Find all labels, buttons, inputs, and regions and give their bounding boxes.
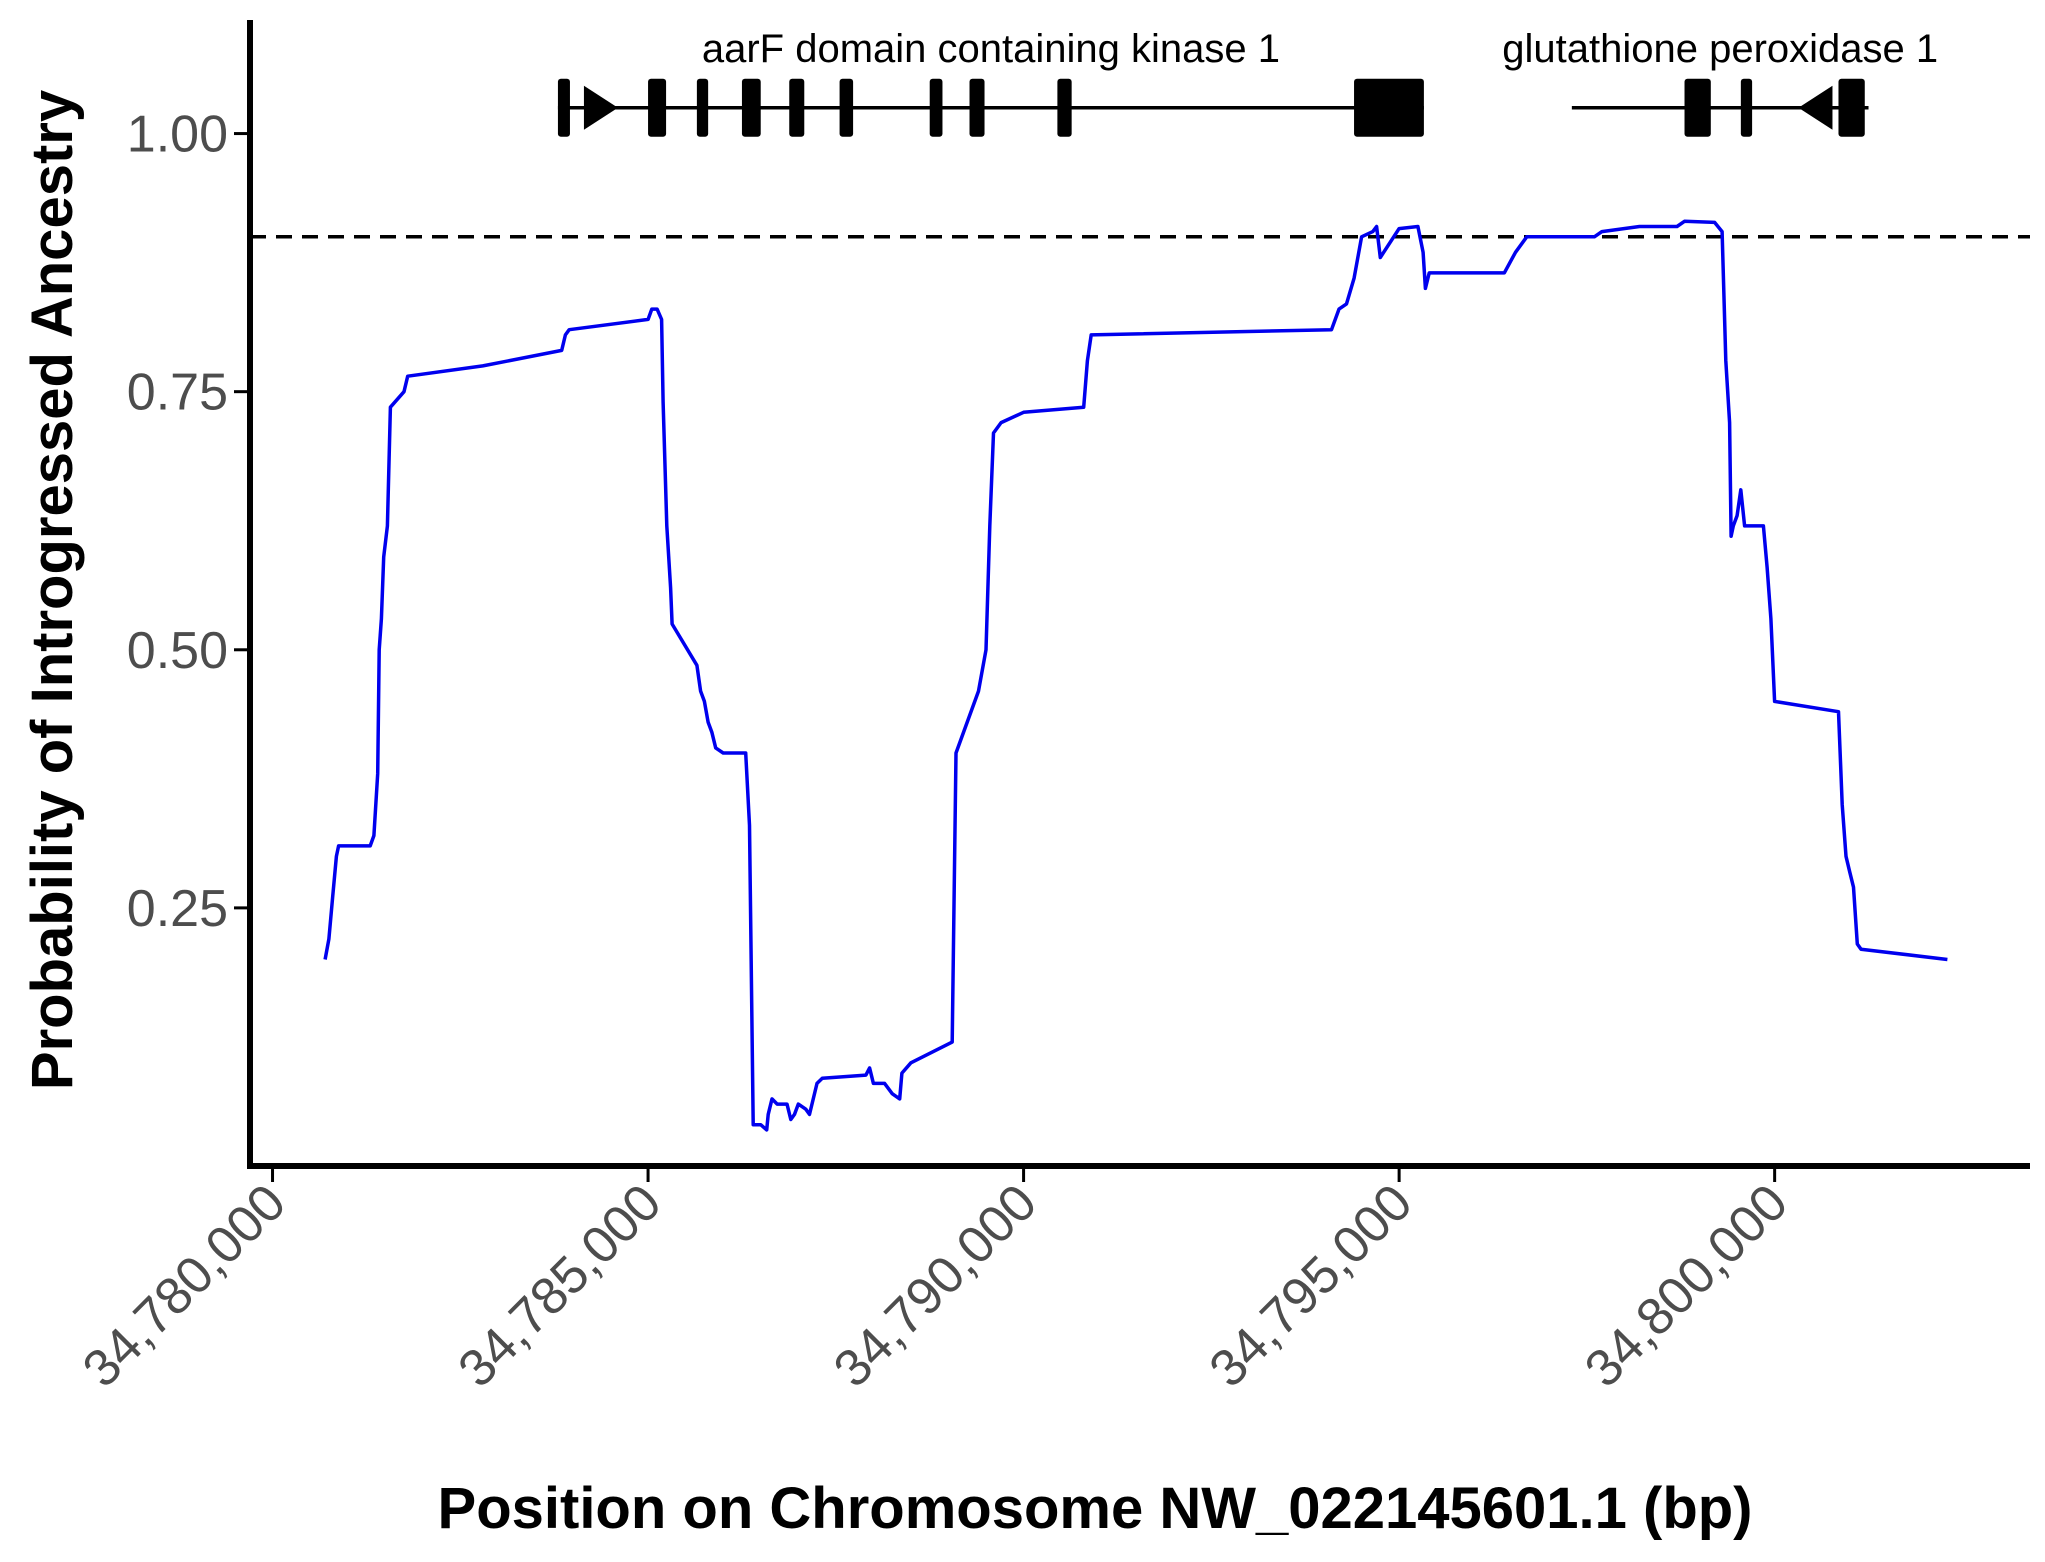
y-axis-ticks: 0.25 0.50 0.75 1.00 [127,106,250,938]
x-tick-label: 34,785,000 [447,1173,672,1398]
y-tick-label: 0.75 [127,364,228,422]
gene-exon [1684,78,1711,137]
x-tick-label: 34,800,000 [1574,1173,1799,1398]
x-tick-label: 34,795,000 [1199,1173,1424,1398]
gene-exon [648,78,667,137]
gene-exon [1838,78,1865,137]
x-axis-title: Position on Chromosome NW_022145601.1 (b… [438,1476,1753,1541]
gene-exon [1740,78,1753,137]
gene-track: aarF domain containing kinase 1 glutathio… [557,27,1938,137]
gene-exon [557,78,570,137]
gene-model: glutathione peroxidase 1 [1502,27,1938,137]
y-axis-title: Probability of Introgressed Ancestry [20,90,85,1090]
y-tick-label: 0.50 [127,622,228,680]
gene-name-label: glutathione peroxidase 1 [1502,27,1938,71]
gene-exon [1057,78,1072,137]
gene-exon [839,78,854,137]
y-tick-label: 0.25 [127,880,228,938]
x-tick-label: 34,780,000 [72,1173,297,1398]
gene-exon [1354,78,1424,137]
ancestry-probability-line [323,219,1948,1132]
gene-exon [696,78,709,137]
strand-arrow-icon [1798,85,1833,130]
y-tick-label: 1.00 [127,106,228,164]
strand-arrow-icon [583,85,618,130]
x-axis-ticks: 34,780,000 34,785,000 34,790,000 34,795,000… [72,1166,1799,1399]
gene-exon [969,78,985,137]
x-tick-label: 34,790,000 [823,1173,1048,1398]
gene-model: aarF domain containing kinase 1 [557,27,1424,137]
gene-exon [789,78,805,137]
gene-name-label: aarF domain containing kinase 1 [702,27,1280,71]
gene-exon [741,78,761,137]
gene-exon [929,78,943,137]
